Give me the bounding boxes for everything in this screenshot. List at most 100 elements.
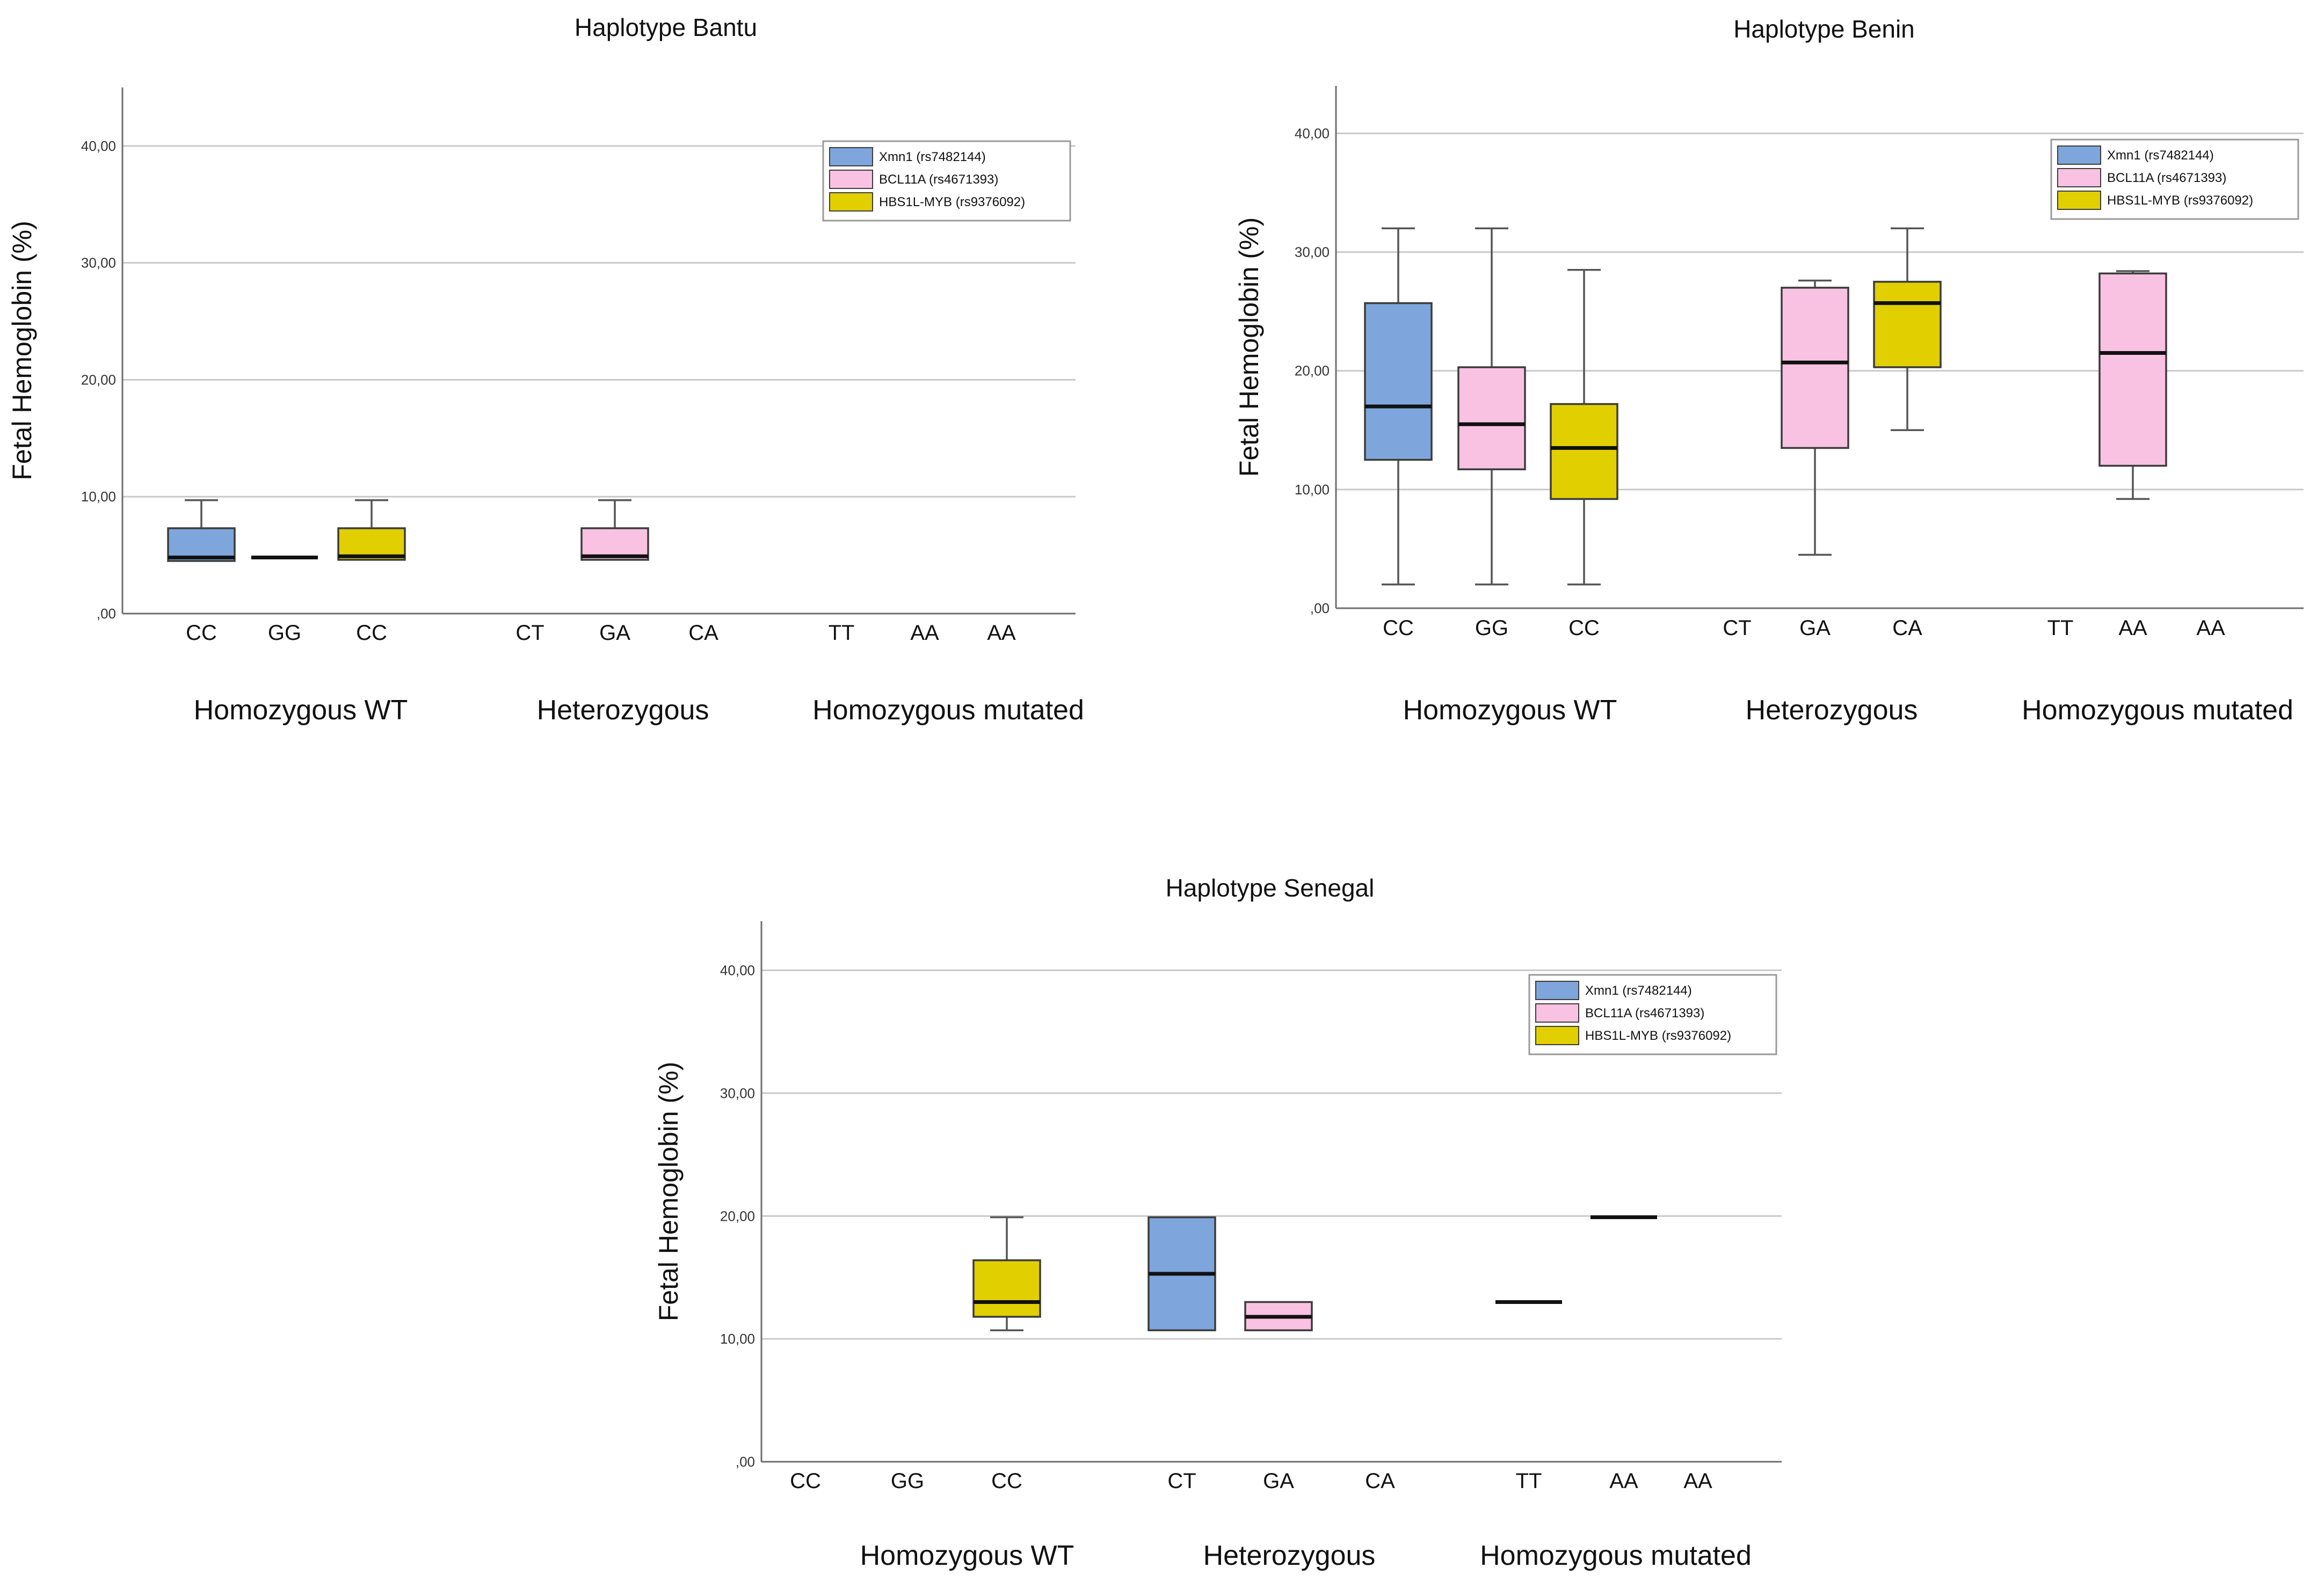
box-gg [1457,227,1526,586]
x-category-label: CT [515,621,544,645]
x-category-label: GG [891,1469,924,1493]
y-tick-label: 20,00 [81,371,116,388]
iqr-box [1550,403,1618,500]
x-category-label: CC [186,621,217,645]
x-category-label: CA [688,621,718,645]
x-category-label: CT [1167,1469,1196,1493]
x-group-label: Heterozygous [1203,1540,1376,1571]
y-tick-label: 10,00 [81,489,116,505]
y-tick-label: 30,00 [720,1085,755,1101]
y-tick-label: ,00 [97,606,116,622]
legend-xmn1-label: Xmn1 (rs7482144) [2107,148,2214,163]
y-tick-label: 10,00 [720,1331,755,1347]
chart-haplotype-benin: ,00 10,00 20,00 30,00 40,00 Haplotype Benin Fe… [1234,15,2304,726]
chart-title: Haplotype Senegal [1166,874,1375,902]
chart-title: Haplotype Bantu [575,13,757,41]
x-category-label: AA [2196,616,2225,640]
box-cc [972,1216,1041,1331]
y-axis-label: Fetal Hemoglobin (%) [653,1062,684,1322]
legend-xmn1-swatch [829,147,873,166]
box-ga [580,499,649,561]
x-category-label: CA [1892,616,1922,640]
x-category-label: TT [2047,616,2074,640]
box-ga [1244,1301,1313,1331]
x-group-label: Heterozygous [1746,695,1918,726]
x-category-label: GG [1475,616,1508,640]
x-category-label: CC [356,621,387,645]
y-axis-label: Fetal Hemoglobin (%) [1234,217,1264,477]
x-category-label: TT [1516,1469,1542,1493]
iqr-box [1781,287,1849,449]
iqr-box [1873,281,1942,368]
box-cc [1364,227,1433,586]
chart-haplotype-senegal: ,00 10,00 20,00 30,00 40,00 Haplotype Senegal… [653,874,1782,1571]
x-category-label: AA [910,621,939,645]
box-aa [2098,270,2167,500]
legend-hbs1l-myb-label: HBS1L-MYB (rs9376092) [1585,1029,1731,1043]
y-tick-label: ,00 [1310,600,1330,616]
x-category-label: CT [1723,616,1751,640]
y-tick-label: 40,00 [720,963,755,979]
box-cc [337,499,406,561]
legend-bcl11a-label: BCL11A (rs4671393) [879,172,998,187]
legend-xmn1-swatch [2057,145,2101,165]
legend: Xmn1 (rs7482144) BCL11A (rs4671393) HBS1L-… [2050,138,2299,220]
x-category-label: GG [268,621,301,645]
box-ct [1148,1216,1216,1331]
legend-hbs1l-myb-label: HBS1L-MYB (rs9376092) [879,195,1025,209]
legend-bcl11a-swatch [829,170,873,189]
x-category-label: GA [1263,1469,1294,1493]
iqr-box [2098,272,2167,467]
x-group-label: Homozygous mutated [1480,1540,1752,1571]
x-category-label: CA [1365,1469,1395,1493]
x-category-label: AA [1609,1469,1638,1493]
legend-hbs1l-myb-swatch [1535,1026,1579,1045]
y-tick-label: 30,00 [1295,244,1330,260]
x-group-label: Homozygous WT [860,1540,1074,1571]
x-category-label: AA [2118,616,2147,640]
x-category-label: GA [1799,616,1831,640]
x-category-label: CC [1383,616,1414,640]
legend-bcl11a-label: BCL11A (rs4671393) [2107,171,2226,185]
x-category-label: GA [599,621,630,645]
x-category-label: TT [829,621,855,645]
y-axis-label: Fetal Hemoglobin (%) [7,221,37,480]
x-group-label: Homozygous WT [194,695,408,726]
legend-bcl11a-swatch [1535,1003,1579,1023]
x-category-label: CC [991,1469,1022,1493]
iqr-box [1457,366,1526,471]
legend: Xmn1 (rs7482144) BCL11A (rs4671393) HBS1L-… [822,140,1071,222]
y-tick-label: 40,00 [81,138,116,154]
x-category-label: AA [1683,1469,1712,1493]
legend-bcl11a-swatch [2057,168,2101,187]
y-tick-label: ,00 [736,1454,755,1470]
y-tick-label: 10,00 [1295,482,1330,498]
y-tick-label: 30,00 [81,255,116,271]
x-group-label: Homozygous WT [1403,695,1617,726]
x-category-label: CC [790,1469,821,1493]
chart-haplotype-bantu: ,00 10,00 20,00 30,00 40,00 Haplotype Bantu Fe… [7,13,1084,726]
y-tick-label: 40,00 [1295,125,1330,141]
box-ga [1781,279,1849,556]
x-group-label: Heterozygous [537,695,709,726]
legend-bcl11a-label: BCL11A (rs4671393) [1585,1006,1704,1020]
box-cc [167,499,236,562]
legend-hbs1l-myb-label: HBS1L-MYB (rs9376092) [2107,193,2253,208]
box-ca [1873,227,1942,432]
box-cc [1550,269,1618,586]
legend: Xmn1 (rs7482144) BCL11A (rs4671393) HBS1L-… [1528,974,1777,1055]
iqr-box [972,1259,1041,1318]
legend-xmn1-label: Xmn1 (rs7482144) [879,150,986,164]
x-group-label: Homozygous mutated [2022,695,2293,726]
iqr-box [1364,302,1433,461]
y-tick-label: 20,00 [1295,363,1330,379]
legend-hbs1l-myb-swatch [829,192,873,212]
x-category-label: AA [987,621,1016,645]
x-category-label: CC [1568,616,1600,640]
iqr-box [167,527,236,562]
legend-xmn1-label: Xmn1 (rs7482144) [1585,983,1692,998]
legend-xmn1-swatch [1535,981,1579,1000]
legend-hbs1l-myb-swatch [2057,191,2101,210]
chart-title: Haplotype Benin [1733,15,1915,43]
